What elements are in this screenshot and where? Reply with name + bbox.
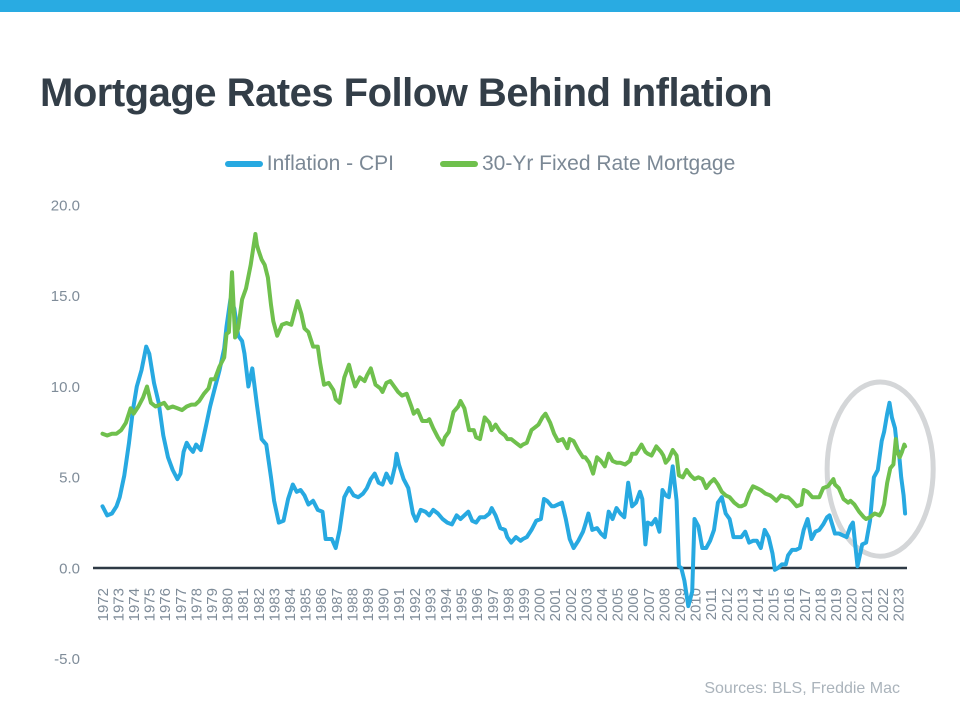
legend-line-swatch-green	[439, 161, 478, 167]
x-axis-tick-label: 2015	[766, 588, 783, 621]
legend-label-mortgage: 30-Yr Fixed Rate Mortgage	[481, 152, 736, 175]
x-axis-tick-label: 1983	[266, 588, 283, 621]
y-axis-tick-label: 20.0	[51, 197, 80, 214]
x-axis-tick-label: 1979	[204, 588, 221, 621]
x-axis-tick-label: 1985	[298, 588, 315, 621]
x-axis-tick-label: 1973	[110, 588, 127, 621]
x-axis-tick-label: 1974	[126, 588, 143, 621]
x-axis-tick-label: 1989	[360, 588, 377, 621]
y-axis-tick-label: -5.0	[54, 651, 80, 668]
x-axis-tick-label: 2012	[719, 588, 736, 621]
series-line-inflation-cpi	[100, 297, 908, 609]
y-axis-tick-label: 0.0	[59, 560, 80, 577]
x-axis-tick-label: 1981	[235, 588, 252, 621]
x-axis-tick-label: 1994	[438, 588, 455, 621]
x-axis-tick-label: 1976	[157, 588, 174, 621]
x-axis-tick-label: 2013	[734, 588, 751, 621]
legend-label-inflation-cpi: Inflation - CPI	[266, 152, 394, 175]
top-accent-bar	[0, 0, 960, 12]
x-axis-tick-label: 2007	[641, 588, 658, 621]
x-axis-tick-label: 1996	[469, 588, 486, 621]
x-axis-tick-label: 1991	[391, 588, 408, 621]
x-axis-tick-label: 2004	[594, 588, 611, 621]
x-axis-tick-label: 2005	[610, 588, 627, 621]
x-axis-tick-label: 1984	[282, 588, 299, 621]
x-axis-tick-label: 2021	[859, 588, 876, 621]
y-axis-tick-label: 10.0	[51, 379, 80, 396]
x-axis-tick-label: 2001	[547, 588, 564, 621]
source-note: Sources: BLS, Freddie Mac	[704, 680, 900, 697]
legend-item-inflation-cpi: Inflation - CPI	[224, 152, 394, 176]
series-line-mortgage	[100, 232, 908, 521]
x-axis-tick-label: 2017	[797, 588, 814, 621]
x-axis-tick-label: 1993	[422, 588, 439, 621]
x-axis-tick-label: 1997	[485, 588, 502, 621]
x-axis-tick-label: 2008	[656, 588, 673, 621]
x-axis-tick-label: 1988	[344, 588, 361, 621]
x-axis-tick-label: 1992	[407, 588, 424, 621]
x-axis-tick-label: 2011	[703, 588, 720, 620]
x-axis-tick-label: 1980	[220, 588, 237, 621]
x-axis-tick-label: 2018	[812, 588, 829, 621]
x-axis-tick-label: 1998	[500, 588, 517, 621]
x-axis-tick-label: 2003	[578, 588, 595, 621]
x-axis-tick-label: 2019	[828, 588, 845, 621]
chart-legend: Inflation - CPI 30-Yr Fixed Rate Mortgag…	[0, 152, 960, 176]
x-axis-tick-label: 2000	[532, 588, 549, 621]
x-axis-tick-label: 2016	[781, 588, 798, 621]
y-axis-tick-label: 5.0	[59, 470, 80, 487]
x-axis-tick-label: 1995	[454, 588, 471, 621]
x-axis-tick-label: 2020	[844, 588, 861, 621]
x-axis-tick-label: 2009	[672, 588, 689, 621]
x-axis-tick-label: 1999	[516, 588, 533, 621]
y-axis-tick-label: 15.0	[51, 288, 80, 305]
legend-item-mortgage: 30-Yr Fixed Rate Mortgage	[439, 152, 736, 176]
annotation-ellipse	[824, 379, 936, 559]
x-axis-tick-label: 1978	[188, 588, 205, 621]
x-axis-tick-label: 2022	[875, 588, 892, 621]
x-axis-tick-label: 1972	[95, 588, 112, 621]
x-axis-tick-label: 2014	[750, 588, 767, 621]
x-axis-tick-label: 1977	[173, 588, 190, 621]
x-axis-tick-label: 2002	[563, 588, 580, 621]
x-axis-tick-label: 2023	[890, 588, 907, 621]
x-axis-tick-label: 2006	[625, 588, 642, 621]
x-axis-tick-label: 1987	[329, 588, 346, 621]
x-axis-tick-label: 1982	[251, 588, 268, 621]
page-title: Mortgage Rates Follow Behind Inflation	[40, 70, 773, 115]
x-axis-tick-label: 1990	[376, 588, 393, 621]
x-axis-tick-label: 1975	[142, 588, 159, 621]
x-axis-tick-label: 1986	[313, 588, 330, 621]
legend-line-swatch-blue	[224, 161, 263, 167]
